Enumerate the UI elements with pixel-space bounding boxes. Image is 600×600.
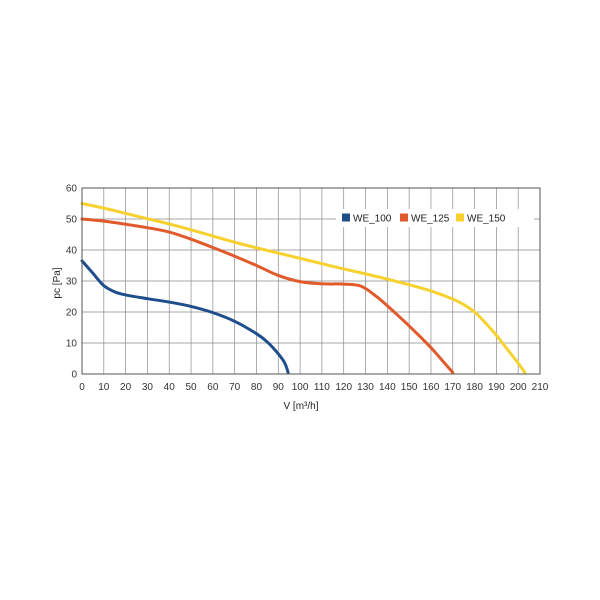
legend-background: [336, 209, 534, 227]
series-line-we-100: [80, 259, 290, 374]
legend-swatch: [456, 213, 464, 222]
x-tick-label: 110: [314, 382, 330, 393]
y-tick-label: 20: [66, 308, 78, 319]
x-tick-label: 200: [510, 382, 527, 393]
y-axis-label: pc [Pa]: [52, 267, 63, 298]
legend: WE_100 WE_125 WE_150: [336, 209, 534, 227]
x-tick-label: 20: [120, 382, 132, 393]
y-tick-label: 10: [66, 339, 78, 350]
x-tick-label: 0: [79, 382, 85, 393]
x-tick-label: 190: [488, 382, 505, 393]
legend-label: WE_125: [411, 214, 450, 225]
x-tick-label: 80: [251, 382, 263, 393]
x-tick-label: 50: [185, 382, 197, 393]
legend-swatch: [342, 213, 350, 222]
x-tick-label: 120: [335, 382, 352, 393]
y-tick-label: 60: [66, 184, 78, 195]
legend-swatch: [400, 213, 408, 222]
series-lines: [80, 202, 527, 374]
x-tick-label: 140: [379, 382, 396, 393]
x-tick-label: 180: [466, 382, 483, 393]
plot-border: [81, 187, 541, 375]
series-line-we-150: [80, 202, 527, 374]
y-tick-label: 30: [66, 277, 78, 288]
x-tick-labels: 0 10 20 30 40 50 60 70 80 90 100 110 120 130 140 150 160…: [79, 382, 549, 393]
legend-label: WE_150: [467, 214, 506, 225]
x-tick-label: 60: [207, 382, 219, 393]
x-tick-label: 100: [292, 382, 309, 393]
x-tick-label: 210: [532, 382, 549, 393]
legend-label: WE_100: [353, 214, 392, 225]
x-tick-label: 10: [98, 382, 110, 393]
x-axis-label: V [m³/h]: [283, 401, 318, 412]
x-tick-label: 150: [401, 382, 418, 393]
series-line-we-125: [80, 217, 455, 374]
x-tick-label: 30: [142, 382, 154, 393]
x-tick-label: 130: [357, 382, 374, 393]
y-tick-label: 0: [71, 370, 77, 381]
x-tick-label: 40: [164, 382, 176, 393]
x-tick-label: 170: [444, 382, 461, 393]
y-tick-labels: 0 10 20 30 40 50 60: [66, 184, 78, 381]
y-tick-label: 40: [66, 246, 78, 257]
x-tick-label: 70: [229, 382, 241, 393]
y-tick-label: 50: [66, 215, 78, 226]
x-tick-label: 90: [273, 382, 285, 393]
x-tick-label: 160: [423, 382, 440, 393]
